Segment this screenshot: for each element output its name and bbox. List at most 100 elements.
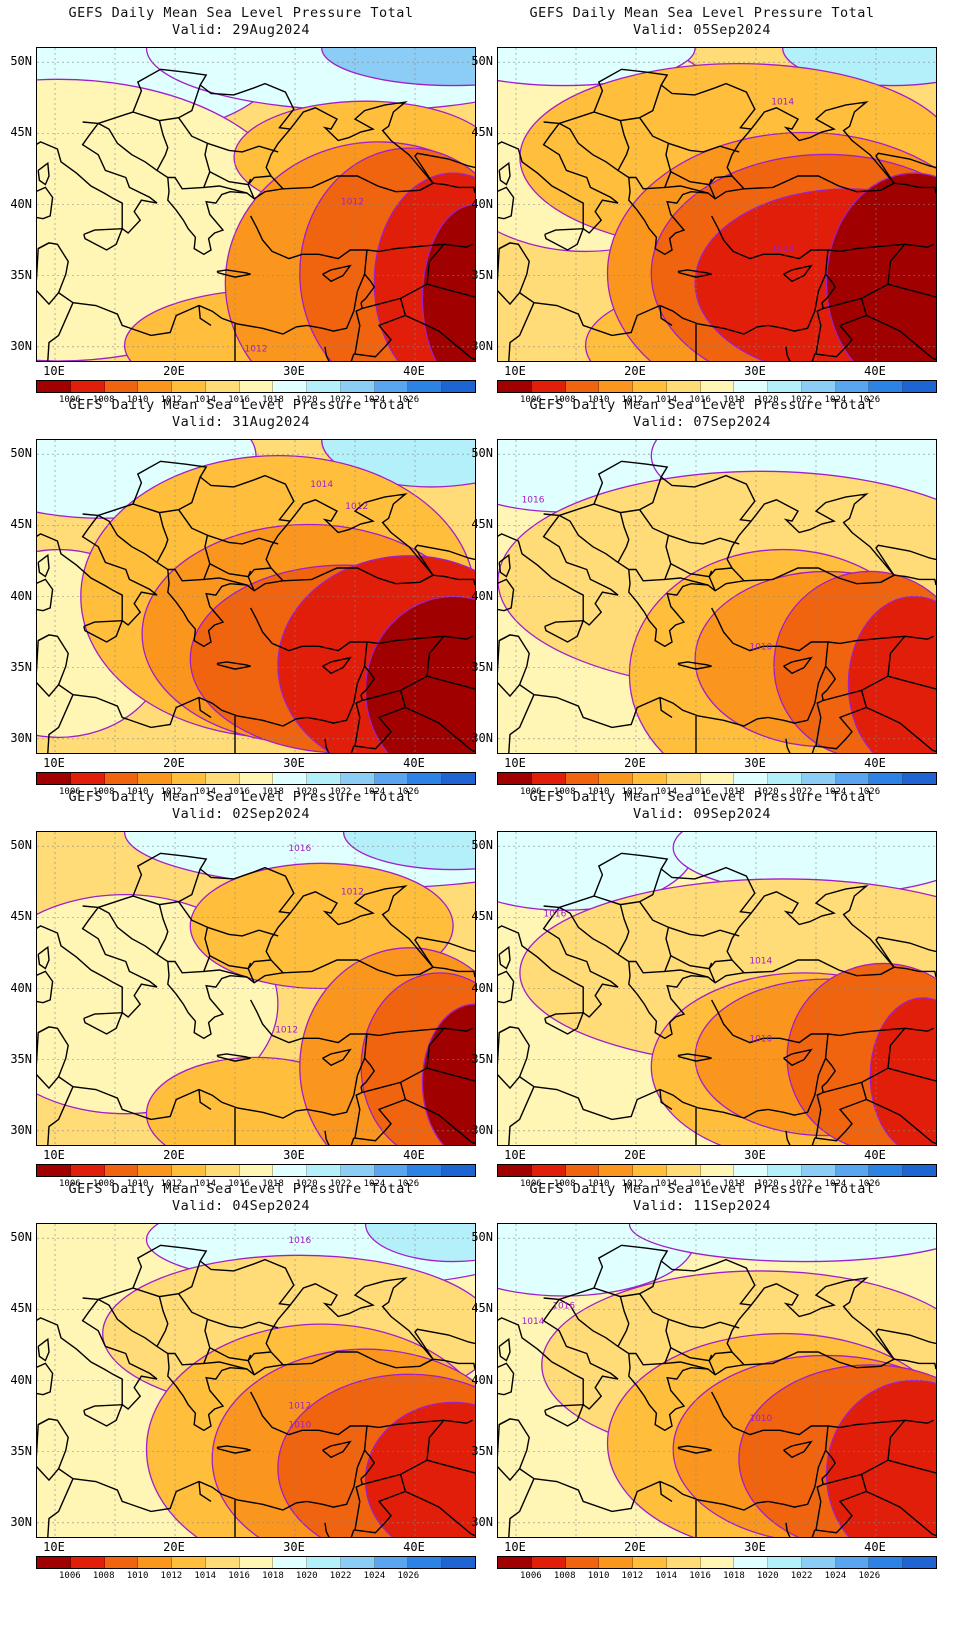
colorbar-swatch: [768, 773, 802, 784]
colorbar-label: 1010: [126, 1571, 149, 1581]
coastline: [498, 578, 515, 612]
coastline: [498, 1418, 521, 1482]
coastline: [558, 493, 895, 648]
x-axis-label: 40E: [864, 756, 886, 770]
coastline: [156, 1296, 169, 1347]
colorbar-swatch: [633, 381, 667, 392]
panel-title: GEFS Daily Mean Sea Level Pressure Total: [68, 5, 414, 21]
pressure-contour: [825, 172, 936, 361]
coastline: [207, 534, 279, 545]
colorbar-swatch: [700, 1557, 735, 1568]
coastline: [247, 1360, 255, 1376]
coastline: [324, 738, 355, 753]
coastline: [366, 635, 473, 645]
colorbar-swatch: [307, 773, 341, 784]
colorbar-swatch: [768, 1557, 802, 1568]
colorbar-label: 1012: [160, 1571, 183, 1581]
coastline: [354, 694, 363, 747]
coastline: [37, 215, 368, 337]
y-axis-label: 45N: [471, 1301, 493, 1316]
coastline: [426, 1067, 475, 1082]
colorbar-label: 1010: [126, 1179, 149, 1189]
colorbar: [36, 1164, 476, 1177]
pressure-field: 1012 1012: [37, 48, 475, 361]
coastline: [785, 1522, 816, 1537]
panel-title: GEFS Daily Mean Sea Level Pressure Total: [529, 397, 875, 413]
colorbar-swatch: [498, 1557, 532, 1568]
coastline: [419, 182, 475, 194]
colorbar: [497, 772, 937, 785]
x-axis-label: 10E: [43, 756, 65, 770]
panel-valid-date: Valid: 02Sep2024: [171, 806, 311, 822]
colorbar-label: 1018: [262, 1571, 284, 1581]
x-axis-label: 30E: [283, 756, 305, 770]
coastline: [743, 567, 895, 585]
colorbar-label: 1016: [689, 1571, 711, 1581]
contour-label: 1010: [749, 1035, 772, 1045]
coastline: [708, 576, 716, 592]
coastline: [324, 1130, 355, 1145]
x-axis-label: 10E: [43, 364, 65, 378]
colorbar-swatch: [768, 1165, 802, 1176]
pressure-contour: [628, 1224, 936, 1263]
colorbar-swatch: [442, 381, 475, 392]
coastline: [37, 121, 158, 234]
coastline: [37, 1418, 60, 1482]
coastline: [156, 904, 169, 955]
colorbar-swatch: [734, 773, 769, 784]
contour-label: 1012: [341, 888, 364, 898]
colorbar-swatch: [138, 1165, 173, 1176]
colorbar-swatch: [531, 381, 566, 392]
colorbar-label: 1026: [858, 1571, 881, 1581]
colorbar-swatch: [835, 1557, 870, 1568]
colorbar-label: 1020: [756, 1179, 779, 1189]
coastline: [354, 1478, 363, 1531]
colorbar-swatch: [599, 773, 634, 784]
pressure-map: 1012 1012: [36, 47, 476, 362]
y-axis-label: 30N: [471, 1122, 493, 1137]
panel-title: GEFS Daily Mean Sea Level Pressure Total: [529, 5, 875, 21]
coastline: [783, 1048, 813, 1067]
colorbar-swatch: [374, 1165, 409, 1176]
colorbar-labels: 1006 1008 1010 1012 1014 1016 1018 1020 1022 1024…: [36, 787, 476, 799]
colorbar-label: 1016: [228, 1179, 250, 1189]
x-axis-label: 20E: [163, 756, 185, 770]
contour-label: 1016: [543, 910, 566, 920]
coastline: [866, 706, 936, 753]
y-axis-label: 50N: [10, 1230, 32, 1245]
y-axis-label: 45N: [10, 517, 32, 532]
y-axis-label: 50N: [10, 838, 32, 853]
pressure-contour: [364, 1224, 475, 1263]
coastline: [677, 269, 712, 278]
coastline: [97, 852, 295, 914]
colorbar-swatch: [869, 1165, 904, 1176]
coastline: [203, 969, 248, 978]
colorbar-label: 1006: [59, 1179, 81, 1189]
colorbar-swatch: [565, 1557, 600, 1568]
colorbar-label: 1008: [92, 395, 115, 405]
coastline: [414, 1328, 475, 1360]
coastline: [419, 1358, 475, 1370]
coastline: [362, 1027, 445, 1094]
coastline: [37, 999, 368, 1121]
pressure-map: 1014 1008: [497, 47, 937, 362]
coastline: [216, 269, 251, 278]
contour-label: 1014: [310, 480, 333, 490]
pressure-field: 1014 1008: [498, 48, 936, 361]
coastline: [617, 1296, 630, 1347]
colorbar-swatch: [138, 1557, 173, 1568]
colorbar-swatch: [565, 381, 600, 392]
coastline: [887, 1067, 936, 1082]
x-axis-label: 40E: [403, 756, 425, 770]
x-axis-label: 30E: [283, 1540, 305, 1554]
coastline: [216, 1053, 251, 1062]
coastline: [783, 264, 813, 283]
coastline: [743, 175, 895, 193]
coastline: [360, 1449, 376, 1480]
pressure-field: 1016 1012 1010: [37, 1224, 475, 1537]
colorbar-swatch: [239, 1165, 274, 1176]
panel-valid-date: Valid: 29Aug2024: [171, 22, 311, 38]
coastline: [414, 152, 475, 184]
coastline: [198, 1089, 212, 1110]
coastline: [498, 634, 521, 698]
